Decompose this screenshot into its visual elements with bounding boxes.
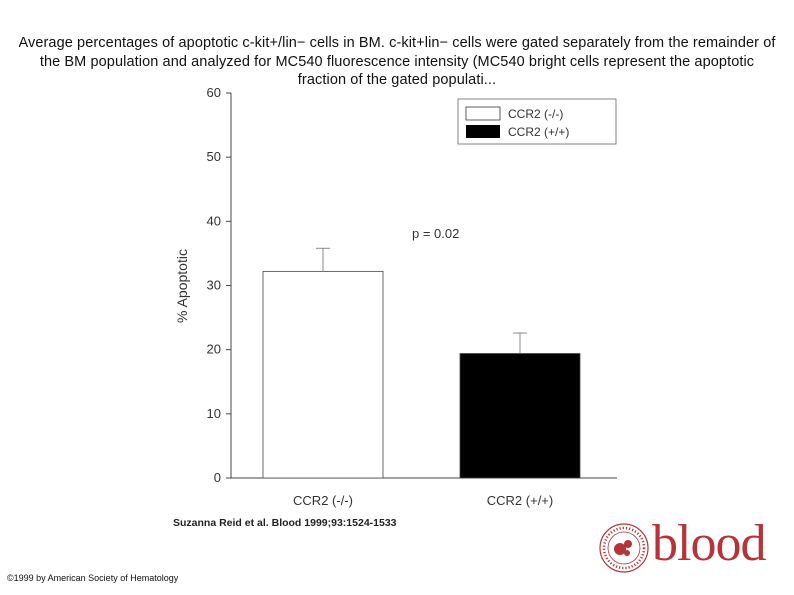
x-tick-label: CCR2 (-/-) [293,493,353,508]
chart-title: Average percentages of apoptotic c-kit+/… [18,35,776,88]
y-tick-label: 20 [207,342,221,357]
y-tick-label: 40 [207,213,221,228]
copyright-notice: ©1999 by American Society of Hematology [7,573,179,583]
citation: Suzanna Reid et al. Blood 1999;93:1524-1… [173,517,397,529]
legend-label-ccr2-wt: CCR2 (+/+) [508,125,569,139]
ash-seal-icon [599,523,649,573]
y-tick-labels: 0 10 20 30 40 50 60 [207,85,221,485]
x-tick-labels: CCR2 (-/-) CCR2 (+/+) [293,493,553,508]
error-bars [316,247,527,354]
bar-ccr2-null [262,270,384,479]
y-tick-label: 50 [207,149,221,164]
logo-wordmark: blood [652,515,766,572]
y-axis-label: % Apoptotic [174,249,190,323]
bar-ccr2-wt [459,353,581,479]
y-tick-label: 30 [207,278,221,293]
y-tick-label: 60 [207,85,221,100]
p-value-annotation: p = 0.02 [412,226,459,241]
chart-bars [262,270,581,479]
y-tick-label: 10 [207,406,221,421]
blood-journal-logo: blood [598,515,773,582]
x-tick-label: CCR2 (+/+) [487,493,553,508]
y-tick-label: 0 [214,470,221,485]
chart-legend: CCR2 (-/-) CCR2 (+/+) [457,98,617,145]
legend-swatch-ccr2-null [465,106,501,121]
legend-label-ccr2-null: CCR2 (-/-) [508,107,563,121]
legend-swatch-ccr2-wt [466,125,500,138]
